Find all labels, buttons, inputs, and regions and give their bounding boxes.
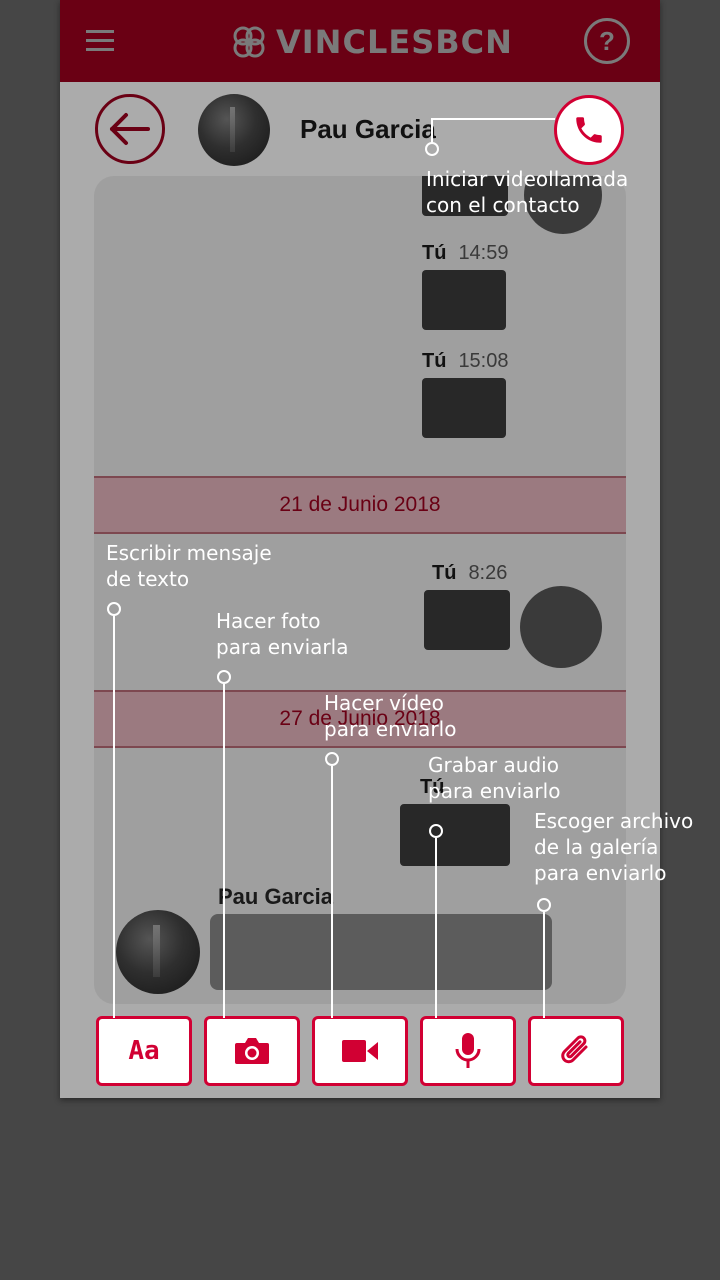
media-message[interactable] — [422, 270, 506, 330]
message-time: 14:59 — [458, 242, 509, 264]
logo-icon — [233, 26, 265, 58]
logo-text: VINCLESBCN — [276, 23, 513, 61]
callout-video: Hacer vídeo para enviarlo — [324, 691, 457, 741]
callout-line — [113, 616, 115, 1018]
top-bar: VINCLESBCN ? — [60, 0, 660, 82]
message-bubble[interactable] — [210, 914, 552, 990]
date-separator: 21 de Junio 2018 — [94, 476, 626, 534]
message-sender: Tú — [422, 242, 447, 264]
arrow-left-icon — [110, 113, 150, 145]
callout-line — [431, 118, 433, 144]
photo-button[interactable] — [204, 1016, 300, 1086]
microphone-icon — [455, 1033, 481, 1068]
media-message[interactable] — [422, 176, 508, 216]
audio-button[interactable] — [420, 1016, 516, 1086]
attach-file-button[interactable] — [528, 1016, 624, 1086]
back-button[interactable] — [95, 94, 165, 164]
video-call-button[interactable] — [554, 95, 624, 165]
callout-text-message: Escribir mensaje de texto — [106, 541, 272, 591]
text-icon: Aa — [128, 1036, 160, 1066]
text-message-button[interactable]: Aa — [96, 1016, 192, 1086]
hamburger-menu-icon[interactable] — [86, 30, 114, 52]
callout-line — [435, 838, 437, 1018]
callout-dot — [217, 670, 231, 684]
message-header: Tú 14:59 — [422, 242, 509, 265]
video-button[interactable] — [312, 1016, 408, 1086]
app-window: VINCLESBCN ? Pau Garcia Tú 14:59 Tú 15:08 … — [60, 0, 660, 1098]
media-message[interactable] — [422, 378, 506, 438]
phone-icon — [576, 117, 602, 143]
callout-line — [431, 118, 555, 120]
callout-dot — [429, 824, 443, 838]
message-sender: Tú — [432, 562, 457, 584]
callout-line — [223, 684, 225, 1018]
chat-history[interactable]: Tú 14:59 Tú 15:08 21 de Junio 2018 Tú 8:26 … — [94, 176, 626, 1004]
callout-dot — [325, 752, 339, 766]
message-sender: Tú — [420, 776, 445, 798]
paperclip-icon — [561, 1035, 588, 1064]
video-camera-icon — [342, 1040, 378, 1062]
message-time: 15:08 — [458, 350, 509, 372]
callout-audio: Grabar audio para enviarlo — [428, 753, 561, 803]
date-separator: 27 de Junio 2018 — [94, 690, 626, 748]
app-logo: VINCLESBCN — [232, 22, 513, 62]
callout-call: Iniciar videollamada con el contacto — [426, 167, 629, 217]
contact-avatar[interactable] — [198, 94, 270, 166]
sender-avatar — [520, 586, 602, 668]
callout-file: Escoger archivo de la galería para envia… — [534, 809, 694, 885]
camera-icon — [235, 1038, 269, 1064]
media-message[interactable] — [400, 804, 510, 866]
bottom-message-sender: Pau Garcia — [218, 884, 333, 909]
message-header: Tú 8:26 — [432, 562, 507, 585]
sender-avatar — [116, 910, 200, 994]
callout-dot — [107, 602, 121, 616]
callout-photo: Hacer foto para enviarla — [216, 609, 349, 659]
callout-line — [543, 912, 545, 1018]
contact-name: Pau Garcia — [300, 114, 436, 144]
message-sender: Tú — [422, 350, 447, 372]
callout-dot — [425, 142, 439, 156]
help-icon[interactable]: ? — [584, 18, 630, 64]
media-message[interactable] — [424, 590, 510, 650]
callout-line — [331, 766, 333, 1018]
message-header: Tú — [420, 776, 456, 799]
message-time: 8:26 — [468, 562, 508, 584]
message-header: Tú 15:08 — [422, 350, 509, 373]
callout-dot — [537, 898, 551, 912]
